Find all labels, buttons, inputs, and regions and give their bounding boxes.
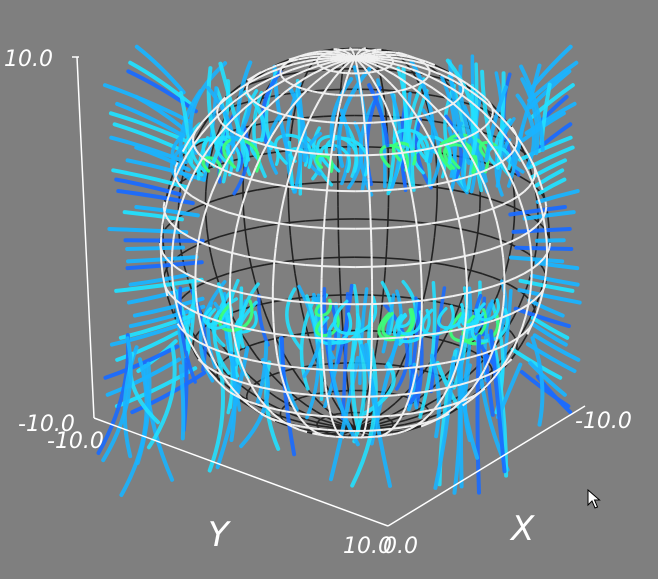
streamlines xyxy=(96,44,582,497)
z-axis-line xyxy=(76,56,95,419)
y-axis-title: Y xyxy=(208,515,231,555)
sphere-wireframe-front xyxy=(159,47,551,439)
x-axis-min-label: 0.0 xyxy=(383,534,418,559)
z-axis-min-label: -10.0 xyxy=(18,412,75,437)
axes-box xyxy=(72,56,586,527)
arrow-cursor-icon xyxy=(587,488,601,509)
y-axis-min-label: -10.0 xyxy=(47,429,104,454)
x-axis-line xyxy=(387,405,586,527)
y-axis-max-label: 10.0 xyxy=(343,534,392,559)
x-axis-title: X xyxy=(509,509,535,549)
z-axis-max-label: 10.0 xyxy=(4,47,53,72)
x-axis-max-label: -10.0 xyxy=(575,409,632,434)
y-axis-line xyxy=(93,417,389,527)
